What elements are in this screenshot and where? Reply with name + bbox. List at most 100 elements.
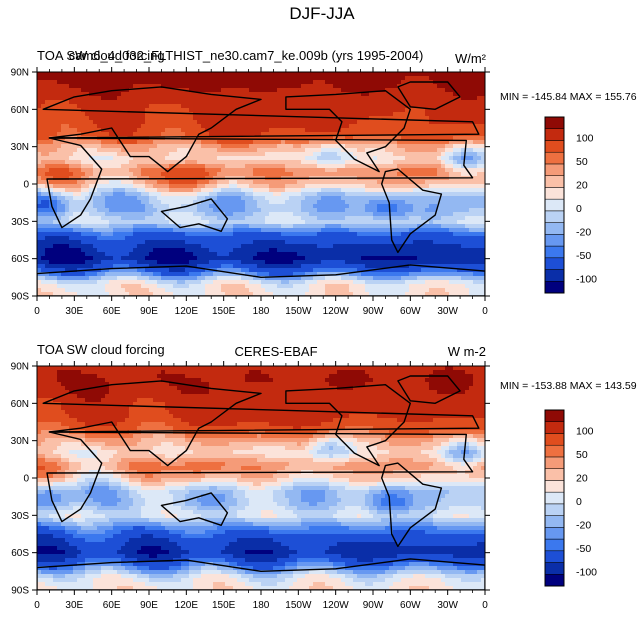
field-cell	[401, 200, 406, 205]
field-cell	[329, 236, 334, 241]
field-cell	[373, 160, 378, 165]
field-cell	[365, 92, 370, 97]
field-cell	[353, 228, 358, 233]
field-cell	[453, 144, 458, 149]
field-cell	[401, 192, 406, 197]
field-cell	[253, 204, 258, 209]
field-cell	[245, 196, 250, 201]
field-cell	[441, 160, 446, 165]
field-cell	[245, 132, 250, 137]
field-cell	[161, 96, 166, 101]
field-cell	[77, 156, 82, 161]
field-cell	[229, 108, 234, 113]
field-cell	[325, 188, 330, 193]
field-cell	[53, 132, 58, 137]
field-cell	[293, 152, 298, 157]
field-cell	[441, 164, 446, 169]
field-cell	[173, 168, 178, 173]
field-cell	[113, 216, 118, 221]
field-cell	[249, 212, 254, 217]
field-cell	[221, 232, 226, 237]
field-cell	[185, 208, 190, 213]
field-cell	[273, 120, 278, 125]
field-cell	[373, 84, 378, 89]
field-cell	[477, 112, 482, 117]
field-cell	[117, 184, 122, 189]
field-cell	[245, 164, 250, 169]
field-cell	[69, 240, 74, 245]
field-cell	[273, 180, 278, 185]
field-cell	[349, 220, 354, 225]
field-cell	[205, 244, 210, 249]
field-cell	[429, 200, 434, 205]
field-cell	[453, 80, 458, 85]
field-cell	[321, 108, 326, 113]
field-cell	[241, 112, 246, 117]
field-cell	[393, 88, 398, 93]
field-cell	[381, 172, 386, 177]
field-cell	[449, 236, 454, 241]
field-cell	[241, 136, 246, 141]
field-cell	[329, 96, 334, 101]
field-cell	[209, 224, 214, 229]
field-cell	[65, 104, 70, 109]
field-cell	[341, 220, 346, 225]
field-cell	[253, 192, 258, 197]
field-cell	[177, 96, 182, 101]
field-cell	[109, 200, 114, 205]
field-cell	[373, 196, 378, 201]
field-cell	[473, 204, 478, 209]
field-cell	[345, 76, 350, 81]
field-cell	[133, 156, 138, 161]
field-cell	[309, 200, 314, 205]
field-cell	[237, 236, 242, 241]
field-cell	[41, 116, 46, 121]
field-cell	[97, 228, 102, 233]
field-cell	[341, 96, 346, 101]
field-cell	[397, 140, 402, 145]
field-cell	[241, 140, 246, 145]
field-cell	[69, 148, 74, 153]
field-cell	[469, 196, 474, 201]
field-cell	[137, 148, 142, 153]
field-cell	[301, 168, 306, 173]
field-cell	[105, 208, 110, 213]
field-cell	[445, 220, 450, 225]
field-cell	[409, 72, 414, 77]
field-cell	[205, 80, 210, 85]
field-cell	[317, 236, 322, 241]
field-cell	[421, 224, 426, 229]
field-cell	[297, 148, 302, 153]
field-cell	[41, 172, 46, 177]
field-cell	[273, 240, 278, 245]
field-cell	[433, 100, 438, 105]
field-cell	[85, 216, 90, 221]
field-cell	[153, 212, 158, 217]
field-cell	[253, 88, 258, 93]
field-cell	[361, 140, 366, 145]
field-cell	[109, 128, 114, 133]
field-cell	[145, 164, 150, 169]
field-cell	[313, 240, 318, 245]
field-cell	[337, 100, 342, 105]
field-cell	[269, 168, 274, 173]
field-cell	[61, 92, 66, 97]
field-cell	[61, 116, 66, 121]
field-cell	[221, 200, 226, 205]
field-cell	[69, 132, 74, 137]
field-cell	[221, 132, 226, 137]
field-cell	[285, 232, 290, 237]
field-cell	[289, 236, 294, 241]
field-cell	[421, 128, 426, 133]
field-cell	[361, 204, 366, 209]
field-cell	[353, 220, 358, 225]
field-cell	[65, 220, 70, 225]
field-cell	[209, 84, 214, 89]
field-cell	[41, 152, 46, 157]
field-cell	[173, 128, 178, 133]
field-cell	[473, 220, 478, 225]
field-cell	[437, 152, 442, 157]
field-cell	[141, 108, 146, 113]
field-cell	[481, 220, 485, 225]
field-cell	[137, 228, 142, 233]
